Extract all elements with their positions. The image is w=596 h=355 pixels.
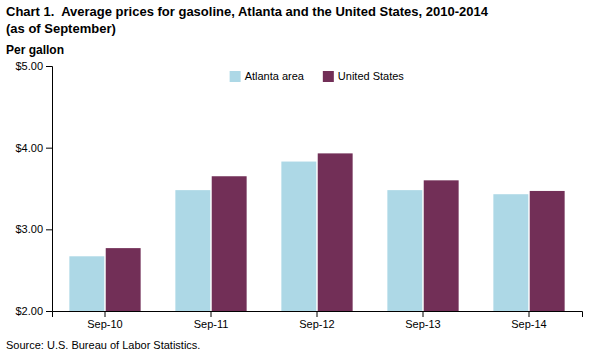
- source: Source: U.S. Bureau of Labor Statistics.: [6, 339, 200, 351]
- bar: [493, 194, 528, 311]
- bar: [175, 190, 210, 311]
- y-tick-label: $5.00: [15, 60, 43, 72]
- bar: [106, 248, 141, 311]
- legend-label: United States: [338, 70, 405, 82]
- legend-label: Atlanta area: [245, 70, 305, 82]
- x-tick: Sep-10: [87, 311, 122, 330]
- bar-series: [106, 153, 565, 311]
- title: Chart 1. Average prices for gasoline, At…: [6, 4, 489, 19]
- x-axis-line: [53, 312, 583, 318]
- bar: [69, 256, 104, 311]
- bar: [212, 176, 247, 311]
- bar: [424, 180, 459, 311]
- y-tick-mark: [46, 148, 52, 149]
- legend: Atlanta area United States: [230, 70, 405, 82]
- legend-item: Atlanta area: [230, 70, 305, 82]
- x-tick-mark: [529, 311, 530, 317]
- x-tick-label: Sep-12: [299, 318, 334, 330]
- bar: [318, 153, 353, 311]
- bar: [281, 162, 316, 311]
- y-tick-label: $3.00: [15, 223, 43, 235]
- y-axis-title: Per gallon: [6, 43, 64, 57]
- legend-swatch: [323, 71, 334, 82]
- y-tick-mark: [46, 311, 52, 312]
- y-axis-line: [46, 67, 53, 312]
- bar: [530, 191, 565, 311]
- legend-item: United States: [323, 70, 405, 82]
- chart: Chart 1. Average prices for gasoline, At…: [0, 0, 596, 355]
- x-tick: Sep-12: [299, 311, 334, 330]
- y-tick-mark: [46, 66, 52, 67]
- x-tick: Sep-14: [511, 311, 546, 330]
- y-tick: $4.00: [15, 142, 52, 154]
- bar: [387, 190, 422, 311]
- x-tick-label: Sep-11: [194, 318, 229, 330]
- x-tick-mark: [211, 311, 212, 317]
- x-tick-label: Sep-13: [405, 318, 440, 330]
- y-tick: $2.00: [15, 305, 52, 317]
- x-tick-label: Sep-14: [511, 318, 546, 330]
- legend-swatch: [230, 71, 241, 82]
- x-tick-mark: [105, 311, 106, 317]
- y-tick-label: $2.00: [15, 305, 43, 317]
- x-tick-mark: [423, 311, 424, 317]
- y-tick-label: $4.00: [15, 142, 43, 154]
- subtitle: (as of September): [6, 21, 116, 36]
- y-tick: $5.00: [15, 60, 52, 72]
- x-tick-mark: [317, 311, 318, 317]
- bar-series: [69, 162, 528, 311]
- x-tick-label: Sep-10: [87, 318, 122, 330]
- x-tick: Sep-13: [405, 311, 440, 330]
- y-axis: $2.00 $3.00 $4.00 $5.00: [15, 60, 52, 317]
- y-tick-mark: [46, 229, 52, 230]
- x-tick: Sep-11: [194, 311, 229, 330]
- y-tick: $3.00: [15, 223, 52, 235]
- plot: $2.00$3.00$4.00$5.00Sep-10Sep-11Sep-12Se…: [15, 60, 582, 330]
- x-axis: Sep-10 Sep-11 Sep-12 Sep-13 Sep-14: [53, 311, 583, 330]
- bars: [69, 153, 564, 311]
